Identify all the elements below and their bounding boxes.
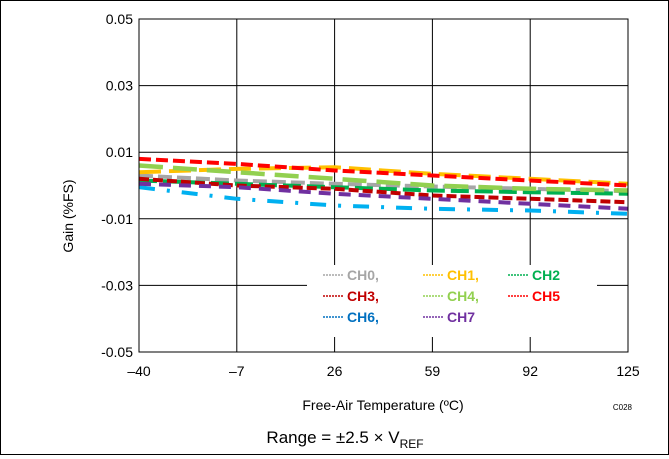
- y-axis-label: Gain (%FS): [60, 179, 76, 252]
- y-tick-label: 0.01: [106, 144, 133, 160]
- legend-label: CH2: [532, 267, 560, 283]
- series-line-3: [138, 176, 629, 205]
- figure-code-label: C028: [613, 403, 633, 412]
- series-line-4: [138, 163, 629, 193]
- range-caption-subscript: REF: [400, 437, 424, 451]
- series-line-6: [138, 185, 629, 216]
- legend-label: CH3,: [347, 288, 379, 304]
- y-tick-label: -0.03: [101, 277, 133, 293]
- x-tick-label: 92: [522, 363, 538, 379]
- x-tick-label: 125: [616, 363, 640, 379]
- y-tick-label: -0.05: [101, 344, 133, 360]
- range-caption: Range = ±2.5 × VREF: [266, 428, 423, 451]
- legend-background: [307, 265, 597, 337]
- y-tick-label: 0.03: [106, 78, 133, 94]
- y-tick-label: 0.05: [106, 11, 133, 27]
- legend-label: CH6,: [347, 309, 379, 325]
- x-tick-label: 26: [327, 363, 343, 379]
- series-line-2: [138, 178, 629, 196]
- x-tick-label: 59: [425, 363, 441, 379]
- series-layer: [138, 156, 629, 216]
- legend-label: CH4,: [447, 288, 479, 304]
- legend-label: CH1,: [447, 267, 479, 283]
- y-tick-label: -0.01: [101, 211, 133, 227]
- legend-label: CH0,: [347, 267, 379, 283]
- range-caption-main: Range = ±2.5 × V: [266, 428, 400, 447]
- legend: CH0, CH1, CH2 CH3, CH4, CH5 CH6, CH7: [307, 265, 597, 337]
- tick-label-layer: 0.05 0.03 0.01 -0.01 -0.03 -0.05 –40 –7 26 59 92 12…: [101, 11, 640, 379]
- x-tick-label: –7: [229, 363, 245, 379]
- x-axis-label: Free-Air Temperature (ºC): [302, 397, 463, 413]
- x-tick-label: –40: [127, 363, 151, 379]
- legend-label: CH7: [447, 309, 475, 325]
- legend-label: CH5: [532, 288, 560, 304]
- series-line-5: [138, 156, 629, 188]
- series-line-7: [138, 181, 629, 211]
- plot-area-border: [138, 18, 629, 353]
